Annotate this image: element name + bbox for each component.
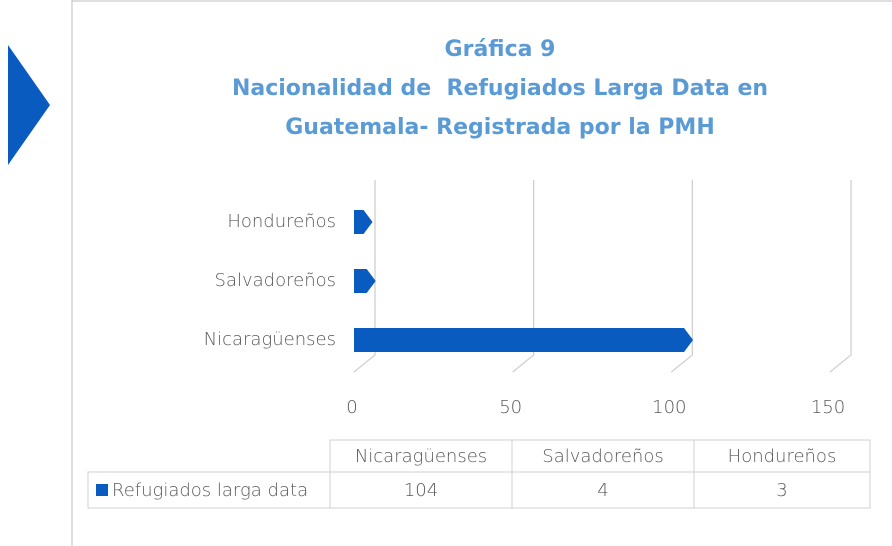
grid-line (353, 180, 376, 373)
legend-key (96, 484, 108, 496)
chart-title: Guatemala- Registrada por la PMH (285, 115, 715, 140)
grid-line (512, 180, 535, 373)
y-tick-label: Salvadoreños (215, 270, 336, 291)
x-tick-label: 100 (652, 397, 686, 418)
x-tick-label: 50 (499, 397, 522, 418)
bar (354, 328, 694, 352)
table-cell (693, 471, 871, 509)
chart-title: Gráfica 9 (445, 37, 556, 62)
chart-title: Nacionalidad de Refugiados Larga Data en (232, 76, 768, 101)
table-header: Hondureños (728, 446, 837, 467)
legend-label: Refugiados larga data (112, 480, 308, 501)
x-tick-label: 150 (811, 397, 845, 418)
bar (354, 269, 376, 293)
decor-arrow (8, 45, 50, 165)
bar (354, 210, 373, 234)
table-header: Salvadoreños (542, 446, 663, 467)
grid-line (670, 180, 693, 373)
table-header: Nicaragüenses (355, 446, 487, 467)
table-value: 4 (597, 480, 608, 501)
y-tick-label: Nicaragüenses (204, 329, 336, 350)
grid-line (829, 180, 852, 373)
table-value: 104 (404, 480, 438, 501)
table-value: 3 (776, 480, 787, 501)
x-tick-label: 0 (346, 397, 357, 418)
y-tick-label: Hondureños (227, 211, 336, 232)
